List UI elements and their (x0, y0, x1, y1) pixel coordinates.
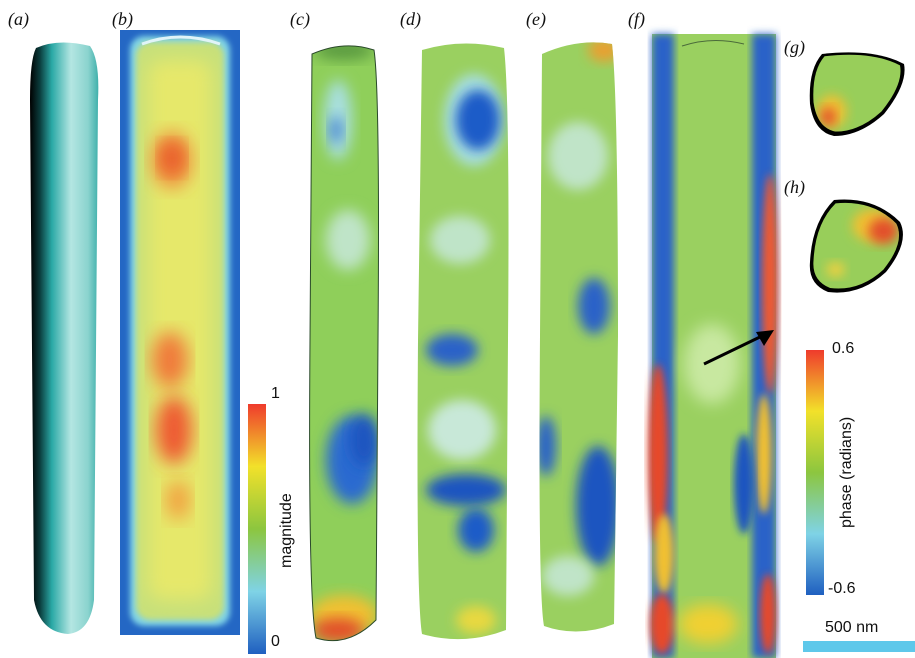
magnitude-colorbar (248, 404, 266, 654)
panel-e-phase-map (539, 42, 618, 632)
scale-bar-label: 500 nm (825, 619, 879, 636)
phase-max-label: 0.6 (832, 340, 855, 357)
panel-label-g: (g) (784, 37, 805, 57)
panel-label-b: (b) (112, 9, 133, 29)
scale-bar (803, 641, 915, 652)
panel-label-d: (d) (400, 9, 421, 29)
panel-label-f: (f) (628, 9, 645, 29)
phase-title: phase (radians) (838, 416, 855, 528)
panel-g-cross-section (809, 52, 905, 137)
magnitude-min-label: 0 (271, 633, 280, 650)
panel-d-phase-map (417, 43, 509, 640)
phase-colorbar (806, 350, 824, 595)
panel-c-phase-map (309, 45, 379, 642)
panel-a-crystal-surface (30, 42, 99, 634)
panel-label-h: (h) (784, 177, 805, 197)
phase-min-label: -0.6 (828, 580, 856, 597)
magnitude-max-label: 1 (271, 385, 280, 402)
panel-label-c: (c) (290, 9, 310, 29)
panel-b-magnitude-map (120, 30, 240, 635)
arrow-annotation (703, 330, 774, 366)
panel-h-cross-section (809, 199, 903, 293)
magnitude-title: magnitude (278, 493, 295, 568)
panel-label-a: (a) (8, 9, 29, 29)
panel-f-slice-map (648, 34, 778, 658)
panel-label-e: (e) (526, 9, 546, 29)
